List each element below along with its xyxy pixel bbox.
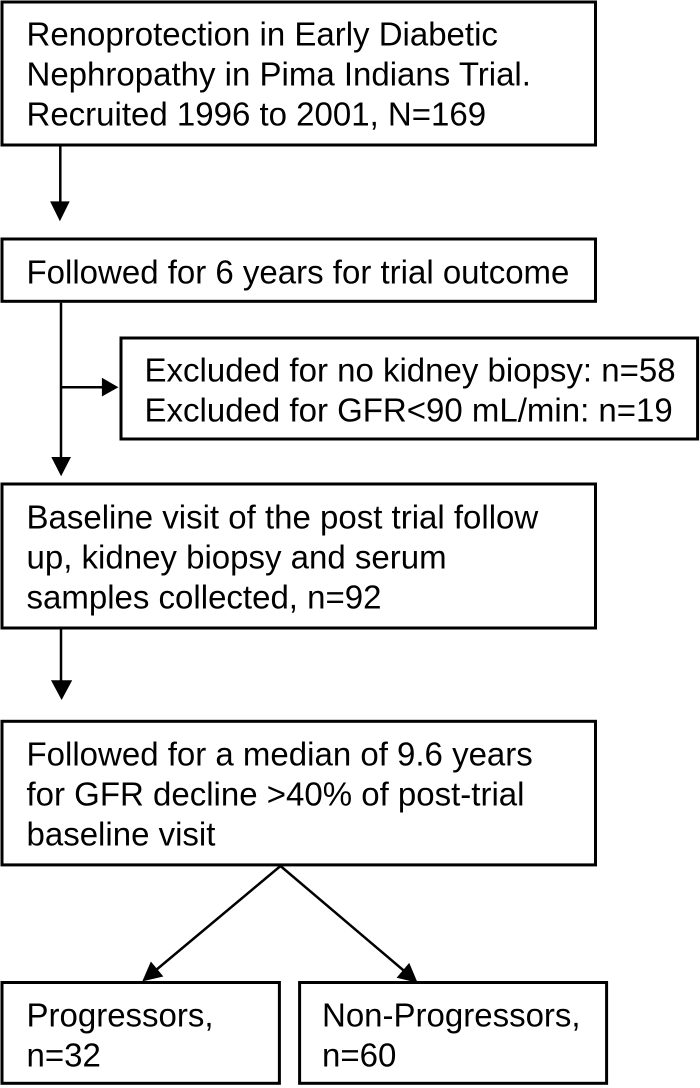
- svg-text:Followed for 6 years for trial: Followed for 6 years for trial outcome: [27, 254, 570, 291]
- svg-text:up, kidney biopsy and serum: up, kidney biopsy and serum: [27, 539, 447, 576]
- svg-text:Baseline visit of the post tri: Baseline visit of the post trial follow: [27, 499, 539, 536]
- svg-text:Nephropathy in Pima Indians Tr: Nephropathy in Pima Indians Trial.: [27, 56, 531, 93]
- svg-text:Progressors,: Progressors,: [27, 997, 214, 1034]
- svg-text:Excluded for GFR<90 mL/min: n=: Excluded for GFR<90 mL/min: n=19: [145, 392, 673, 429]
- svg-text:samples collected, n=92: samples collected, n=92: [27, 579, 382, 616]
- svg-text:baseline visit: baseline visit: [27, 816, 216, 853]
- svg-text:Followed for a median of 9.6 y: Followed for a median of 9.6 years: [27, 736, 533, 773]
- svg-text:n=32: n=32: [27, 1037, 101, 1074]
- svg-text:n=60: n=60: [322, 1037, 396, 1074]
- svg-text:Renoprotection in Early Diabet: Renoprotection in Early Diabetic: [27, 16, 498, 53]
- svg-text:Recruited 1996 to 2001, N=169: Recruited 1996 to 2001, N=169: [27, 96, 487, 133]
- svg-text:for GFR decline >40% of post-t: for GFR decline >40% of post-trial: [27, 776, 525, 813]
- svg-text:Excluded for no kidney biopsy:: Excluded for no kidney biopsy: n=58: [145, 352, 676, 389]
- svg-text:Non-Progressors,: Non-Progressors,: [322, 997, 581, 1034]
